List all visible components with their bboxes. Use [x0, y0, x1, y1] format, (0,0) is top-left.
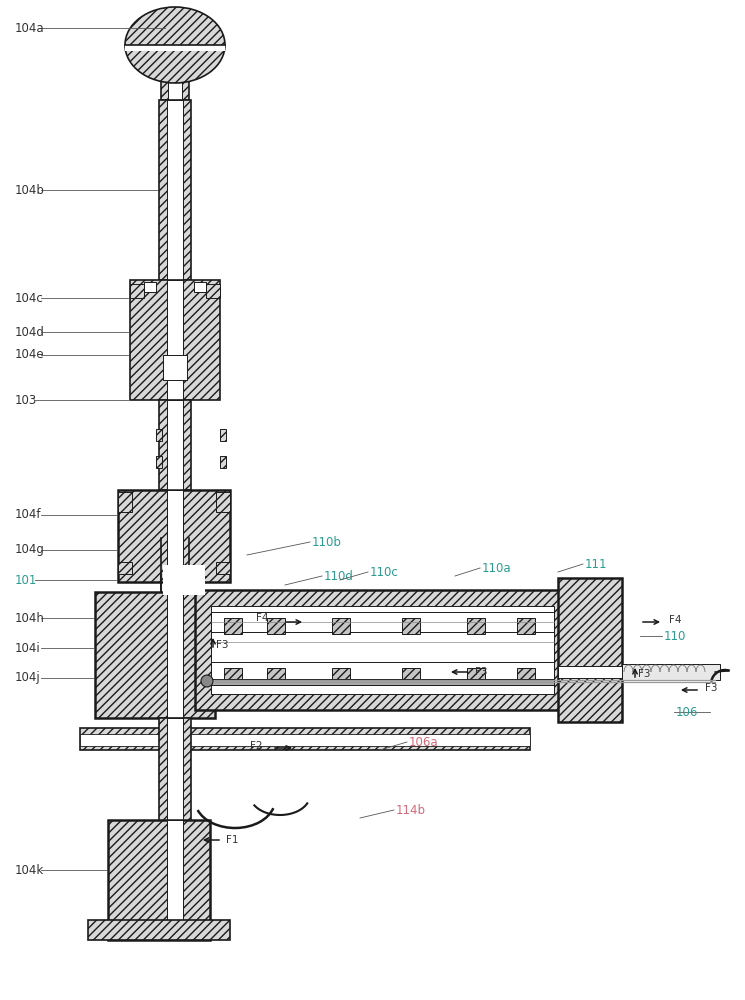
- Bar: [195, 590, 570, 710]
- Text: 110: 110: [664, 630, 686, 643]
- Bar: [118, 492, 132, 512]
- Text: 110c: 110c: [370, 566, 399, 578]
- Text: 114b: 114b: [396, 804, 426, 816]
- Text: F4: F4: [256, 613, 268, 623]
- Text: 103: 103: [15, 393, 37, 406]
- Bar: [156, 456, 162, 468]
- Bar: [211, 606, 554, 694]
- Bar: [402, 618, 420, 634]
- Bar: [163, 355, 187, 380]
- Bar: [144, 282, 156, 292]
- Bar: [517, 618, 535, 634]
- Text: 110a: 110a: [482, 562, 512, 574]
- Bar: [167, 718, 183, 830]
- Bar: [130, 280, 220, 400]
- Text: 104j: 104j: [15, 672, 41, 684]
- Bar: [95, 592, 215, 718]
- Bar: [558, 666, 622, 678]
- Text: 104e: 104e: [15, 349, 45, 361]
- Bar: [216, 562, 230, 574]
- Text: F3: F3: [216, 640, 229, 650]
- Bar: [159, 400, 191, 490]
- Bar: [167, 100, 183, 280]
- Text: 101: 101: [15, 574, 37, 586]
- Text: 104i: 104i: [15, 642, 41, 654]
- Bar: [88, 920, 230, 940]
- Text: 104k: 104k: [15, 863, 44, 876]
- Bar: [167, 280, 183, 400]
- Bar: [220, 429, 226, 441]
- Bar: [159, 100, 191, 280]
- Bar: [206, 284, 220, 298]
- Text: 104b: 104b: [15, 184, 45, 196]
- Text: F3: F3: [475, 667, 487, 677]
- Text: 111: 111: [585, 558, 607, 570]
- Bar: [216, 492, 230, 512]
- Bar: [267, 668, 285, 684]
- Bar: [118, 490, 230, 582]
- Text: 104f: 104f: [15, 508, 42, 522]
- Bar: [108, 820, 210, 940]
- Text: 104g: 104g: [15, 544, 45, 556]
- Bar: [467, 668, 485, 684]
- Ellipse shape: [125, 7, 225, 83]
- Text: F3: F3: [638, 669, 650, 679]
- Bar: [161, 45, 189, 100]
- Bar: [622, 664, 720, 680]
- Circle shape: [201, 675, 213, 687]
- Bar: [194, 282, 206, 292]
- Text: 106: 106: [676, 706, 698, 718]
- Text: 106a: 106a: [409, 736, 439, 748]
- Text: F1: F1: [226, 835, 238, 845]
- Bar: [159, 718, 191, 830]
- Bar: [267, 618, 285, 634]
- Bar: [167, 490, 183, 582]
- Bar: [125, 45, 225, 51]
- Bar: [224, 668, 242, 684]
- Text: 110b: 110b: [312, 536, 342, 548]
- Bar: [163, 565, 205, 595]
- Text: 104d: 104d: [15, 326, 45, 338]
- Bar: [332, 618, 350, 634]
- Text: F2: F2: [250, 741, 262, 751]
- Text: F3: F3: [705, 683, 717, 693]
- Bar: [167, 820, 183, 940]
- Bar: [402, 668, 420, 684]
- Bar: [130, 284, 144, 298]
- Bar: [224, 618, 242, 634]
- Bar: [80, 728, 530, 750]
- Bar: [167, 592, 183, 718]
- Text: 110d: 110d: [324, 570, 354, 582]
- Bar: [220, 456, 226, 468]
- Bar: [80, 734, 530, 746]
- Bar: [332, 668, 350, 684]
- Bar: [517, 668, 535, 684]
- Text: 104c: 104c: [15, 292, 44, 304]
- Bar: [211, 662, 554, 682]
- Bar: [118, 562, 132, 574]
- Text: 104a: 104a: [15, 21, 45, 34]
- Bar: [558, 578, 622, 722]
- Bar: [167, 400, 183, 490]
- Text: 104h: 104h: [15, 611, 45, 624]
- Bar: [211, 612, 554, 632]
- Bar: [211, 679, 554, 685]
- Bar: [467, 618, 485, 634]
- Bar: [168, 45, 182, 100]
- Text: F4: F4: [669, 615, 682, 625]
- Bar: [156, 429, 162, 441]
